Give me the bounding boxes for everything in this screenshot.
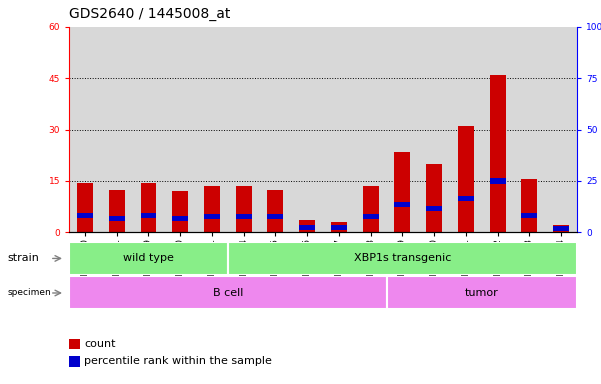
- Bar: [267, 190, 283, 232]
- Text: specimen: specimen: [8, 288, 52, 298]
- Bar: [299, 225, 315, 230]
- Text: tumor: tumor: [465, 288, 499, 298]
- Bar: [363, 186, 379, 232]
- Text: B cell: B cell: [213, 288, 243, 298]
- Bar: [458, 126, 474, 232]
- Bar: [299, 220, 315, 232]
- Bar: [394, 202, 410, 207]
- Bar: [331, 222, 347, 232]
- Text: count: count: [84, 339, 115, 349]
- Bar: [553, 225, 569, 232]
- Bar: [386, 276, 577, 309]
- Bar: [490, 179, 505, 184]
- Bar: [172, 191, 188, 232]
- Bar: [204, 186, 220, 232]
- Bar: [331, 225, 347, 230]
- Bar: [69, 276, 386, 309]
- Text: strain: strain: [8, 253, 40, 263]
- Bar: [522, 179, 537, 232]
- Bar: [141, 213, 156, 218]
- Bar: [426, 164, 442, 232]
- Bar: [490, 75, 505, 232]
- Bar: [172, 216, 188, 221]
- Text: wild type: wild type: [123, 253, 174, 263]
- Bar: [236, 214, 252, 220]
- Text: GDS2640 / 1445008_at: GDS2640 / 1445008_at: [69, 7, 231, 21]
- Bar: [553, 226, 569, 232]
- Bar: [522, 213, 537, 218]
- Bar: [267, 214, 283, 220]
- Bar: [77, 183, 93, 232]
- Bar: [69, 242, 228, 275]
- Bar: [458, 195, 474, 201]
- Bar: [236, 186, 252, 232]
- Bar: [394, 152, 410, 232]
- Bar: [109, 190, 124, 232]
- Bar: [109, 216, 124, 221]
- Bar: [228, 242, 577, 275]
- Bar: [426, 206, 442, 211]
- Text: percentile rank within the sample: percentile rank within the sample: [84, 356, 272, 366]
- Bar: [77, 213, 93, 218]
- Bar: [363, 214, 379, 220]
- Text: XBP1s transgenic: XBP1s transgenic: [354, 253, 451, 263]
- Bar: [141, 183, 156, 232]
- Bar: [204, 214, 220, 220]
